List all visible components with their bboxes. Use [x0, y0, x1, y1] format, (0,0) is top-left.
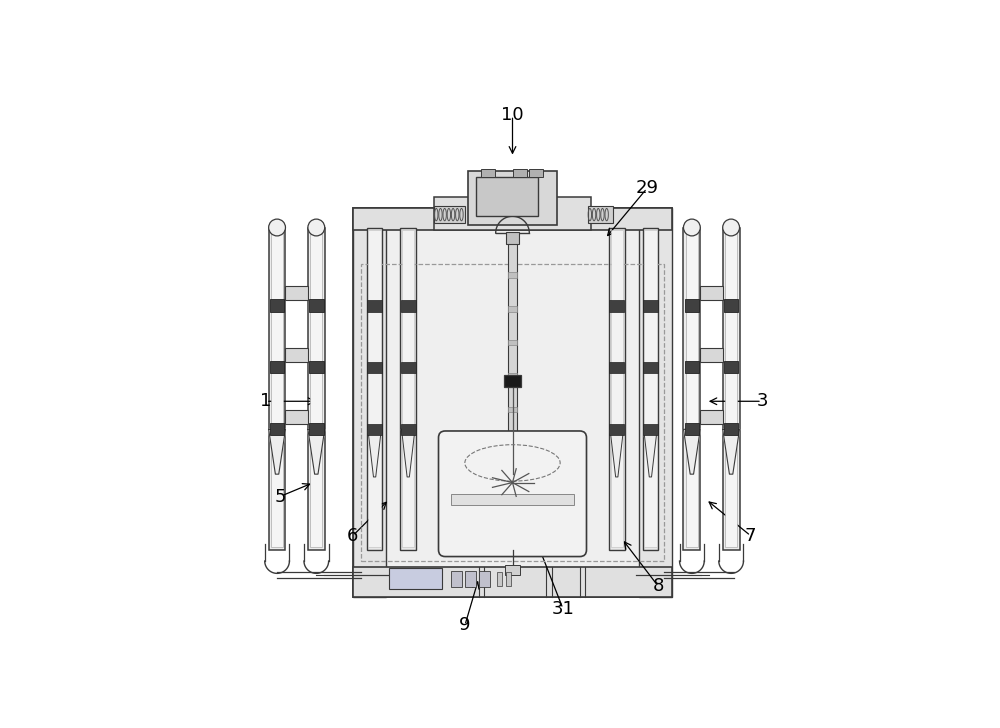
Bar [481, 169, 495, 177]
Bar [725, 230, 737, 547]
Bar [609, 362, 624, 373]
Bar [400, 228, 416, 550]
Bar [401, 362, 416, 373]
Polygon shape [402, 430, 415, 477]
Bar [401, 301, 416, 312]
Bar [476, 177, 538, 216]
Bar [609, 424, 624, 435]
Polygon shape [644, 430, 657, 477]
Bar [401, 424, 416, 435]
Bar [508, 373, 517, 379]
Bar [361, 264, 664, 561]
Bar [506, 232, 519, 245]
Bar [700, 410, 723, 424]
Bar [505, 565, 520, 575]
Bar [609, 301, 624, 312]
Text: 6: 6 [347, 527, 358, 545]
Bar [271, 230, 283, 547]
Circle shape [308, 219, 325, 236]
Bar [353, 566, 672, 598]
Bar [367, 362, 382, 373]
Bar [609, 228, 625, 550]
Bar [504, 375, 521, 387]
Bar [508, 306, 517, 312]
Bar [724, 299, 738, 312]
Bar [724, 361, 738, 373]
Bar [724, 422, 738, 435]
Polygon shape [368, 430, 381, 477]
Bar [310, 230, 322, 547]
Bar [506, 571, 511, 586]
Bar [465, 571, 476, 587]
Bar [285, 410, 308, 424]
Text: 9: 9 [459, 617, 471, 635]
Bar [683, 228, 700, 550]
Circle shape [269, 219, 285, 236]
Bar [723, 228, 740, 550]
Polygon shape [308, 430, 325, 474]
Bar [402, 230, 414, 547]
Text: 10: 10 [501, 106, 524, 124]
Bar [643, 301, 658, 312]
Bar [353, 208, 386, 598]
Bar [367, 424, 382, 435]
Bar [434, 206, 465, 223]
Bar [685, 422, 699, 435]
Text: 3: 3 [756, 392, 768, 411]
Circle shape [683, 219, 700, 236]
Bar [643, 362, 658, 373]
Text: 5: 5 [274, 488, 286, 505]
Bar [643, 424, 658, 435]
Bar [468, 172, 557, 225]
Text: 1: 1 [260, 392, 272, 411]
Bar [529, 169, 543, 177]
Bar [270, 422, 284, 435]
Polygon shape [723, 430, 740, 474]
Bar [643, 228, 658, 550]
Bar [644, 230, 657, 547]
Bar [508, 272, 517, 278]
Bar [367, 301, 382, 312]
Bar [685, 299, 699, 312]
Text: 7: 7 [745, 527, 756, 545]
Bar [512, 169, 527, 177]
Text: 29: 29 [636, 179, 659, 197]
Bar [285, 286, 308, 301]
Bar [269, 228, 285, 550]
Bar [285, 348, 308, 362]
Bar [479, 571, 490, 587]
Bar [451, 571, 462, 587]
Bar [309, 422, 324, 435]
Bar [309, 361, 324, 373]
Bar [367, 228, 382, 550]
Bar [389, 568, 442, 589]
Bar [270, 299, 284, 312]
Polygon shape [269, 430, 285, 474]
Bar [508, 339, 517, 345]
Bar [353, 208, 672, 598]
Text: 31: 31 [552, 600, 574, 617]
Bar [639, 208, 672, 598]
Bar [508, 407, 517, 413]
Bar [700, 286, 723, 301]
Bar [685, 361, 699, 373]
Bar [434, 197, 591, 230]
Text: 8: 8 [653, 577, 664, 596]
Bar [368, 230, 381, 547]
Bar [588, 206, 613, 223]
Bar [508, 242, 517, 474]
Bar [451, 494, 574, 505]
Bar [700, 348, 723, 362]
Bar [308, 228, 325, 550]
Polygon shape [683, 430, 700, 474]
Bar [497, 571, 502, 586]
Bar [611, 230, 623, 547]
Bar [686, 230, 698, 547]
Bar [270, 361, 284, 373]
Bar [309, 299, 324, 312]
Polygon shape [610, 430, 623, 477]
Circle shape [723, 219, 740, 236]
Bar [353, 208, 672, 230]
FancyBboxPatch shape [439, 431, 586, 556]
